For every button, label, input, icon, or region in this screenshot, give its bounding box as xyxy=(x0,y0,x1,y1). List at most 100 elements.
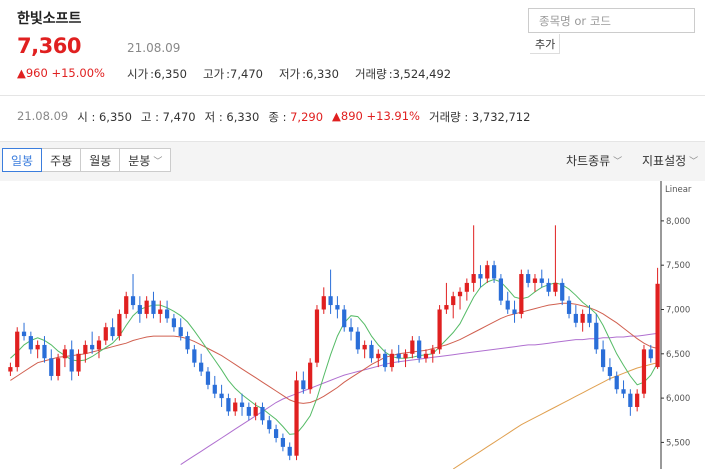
candle-down xyxy=(621,389,626,394)
y-tick-label: 6,000 xyxy=(666,394,690,404)
current-price: 7,360 xyxy=(17,34,81,58)
candle-up xyxy=(117,313,122,337)
tab-monthly[interactable]: 월봉 xyxy=(80,148,121,172)
candle-down xyxy=(648,349,653,359)
candle-up xyxy=(321,296,326,310)
candle-down xyxy=(273,429,279,438)
candle-down xyxy=(178,327,183,337)
candle-down xyxy=(151,300,156,314)
candle-down xyxy=(205,371,211,385)
candle-down xyxy=(226,398,231,412)
candle-down xyxy=(573,313,578,323)
candle-down xyxy=(49,358,54,376)
candle-down xyxy=(505,300,510,310)
candle-down xyxy=(69,349,74,372)
chevron-down-icon: ﹀ xyxy=(613,157,623,167)
candle-down xyxy=(498,278,504,301)
candle-down xyxy=(137,305,142,314)
tab-weekly[interactable]: 주봉 xyxy=(41,148,82,172)
candle-down xyxy=(628,393,633,407)
candle-down xyxy=(267,420,272,430)
candle-down xyxy=(185,336,190,350)
candle-up xyxy=(410,340,415,354)
candle-up xyxy=(15,331,20,368)
candle-up xyxy=(519,274,524,314)
candle-down xyxy=(369,344,374,359)
chart-type-menu[interactable]: 차트종류 ﹀ xyxy=(566,154,623,168)
candle-up xyxy=(471,274,476,283)
candle-down xyxy=(539,278,544,283)
ma20-line xyxy=(10,302,658,404)
price-date: 21.08.09 xyxy=(127,41,181,55)
candle-down xyxy=(110,327,115,337)
candle-down xyxy=(478,274,483,279)
indicator-settings-menu[interactable]: 지표설정 ﹀ xyxy=(642,154,699,168)
candle-up xyxy=(635,393,640,407)
candle-up xyxy=(124,296,129,314)
stock-name: 한빛소프트 xyxy=(17,11,82,27)
candle-up xyxy=(403,353,408,359)
daily-low: 저 : 6,330 xyxy=(204,110,260,124)
candle-down xyxy=(560,282,565,301)
candle-up xyxy=(144,300,149,314)
summary-open: 시가:6,350 xyxy=(127,67,187,81)
add-stock-button[interactable]: 추가 xyxy=(530,34,560,54)
candle-up xyxy=(233,402,238,412)
chevron-down-icon: ﹀ xyxy=(153,156,163,167)
price-change: ▲960 +15.00% xyxy=(17,66,105,80)
candle-down xyxy=(301,380,306,390)
candle-down xyxy=(614,375,619,390)
candle-up xyxy=(62,349,68,359)
candle-down xyxy=(355,331,360,350)
candle-down xyxy=(335,305,340,310)
daily-volume: 거래량 : 3,732,712 xyxy=(428,110,531,124)
candle-down xyxy=(342,309,347,328)
summary-high: 고가:7,470 xyxy=(202,67,263,81)
candle-up xyxy=(485,265,490,279)
candle-up xyxy=(158,309,163,314)
daily-date: 21.08.09 xyxy=(17,109,69,123)
candle-up xyxy=(553,282,558,292)
candle-up xyxy=(532,278,538,283)
candle-down xyxy=(546,282,551,292)
candle-up xyxy=(253,406,258,416)
tab-minute[interactable]: 분봉 ﹀ xyxy=(119,148,172,172)
candle-up xyxy=(96,340,102,350)
candle-up xyxy=(437,309,442,350)
candle-up xyxy=(35,344,40,350)
candle-up xyxy=(314,309,320,363)
candle-down xyxy=(607,367,613,376)
candle-down xyxy=(28,336,33,350)
y-tick-label: 7,500 xyxy=(666,261,690,271)
candle-down xyxy=(239,402,245,407)
candle-down xyxy=(512,309,517,314)
ma120-line xyxy=(452,362,658,469)
ma5-line xyxy=(10,278,659,435)
tab-daily[interactable]: 일봉 xyxy=(2,148,43,172)
candlestick-chart[interactable]: Linear 8,000 7,500 7,000 6,500 6,000 5,500 xyxy=(0,181,705,469)
daily-change: ▲890 +13.91% xyxy=(332,109,420,123)
chart-canvas[interactable]: Linear 8,000 7,500 7,000 6,500 6,000 5,500 xyxy=(0,181,705,469)
candle-down xyxy=(130,296,136,306)
candle-up xyxy=(55,358,61,376)
candle-up xyxy=(103,327,108,341)
candle-down xyxy=(566,300,572,314)
candle-up xyxy=(83,344,88,354)
candle-down xyxy=(348,327,354,332)
candle-down xyxy=(396,353,401,359)
candle-down xyxy=(328,296,333,306)
header-divider xyxy=(0,95,705,96)
candle-up xyxy=(423,353,429,359)
daily-open: 시 : 6,350 xyxy=(77,110,132,124)
candle-up xyxy=(389,353,395,368)
candle-down xyxy=(219,393,224,399)
candle-up xyxy=(580,313,585,323)
candle-up xyxy=(308,362,313,390)
candle-down xyxy=(90,344,95,350)
candle-up xyxy=(457,291,463,297)
candle-down xyxy=(212,384,217,394)
candle-up xyxy=(444,305,449,310)
period-selector: 일봉 주봉 월봉 분봉 ﹀ xyxy=(2,148,172,172)
stock-search-input[interactable] xyxy=(528,8,695,33)
scale-label: Linear xyxy=(665,185,692,195)
